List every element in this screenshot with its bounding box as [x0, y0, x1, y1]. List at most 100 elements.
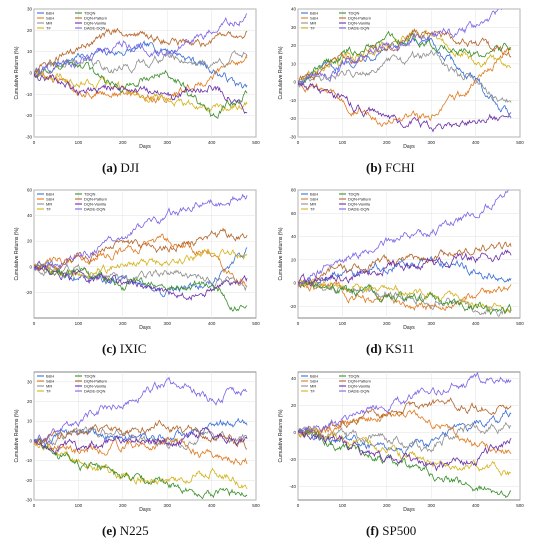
x-tick-label: 400 [208, 503, 216, 508]
legend-label: DQN-Vanilla [348, 21, 371, 26]
legend-label: TF [310, 389, 315, 394]
legend-label: DQN-Pattern [84, 16, 107, 21]
caption-letter: (c) [102, 341, 117, 356]
series-line-dqn-pattern [34, 227, 248, 273]
caption-index-name: DJI [117, 160, 140, 175]
series-line-dqn-pattern [298, 28, 512, 83]
y-tick-label: -10 [289, 98, 296, 103]
legend-label: DADE-DQN [348, 26, 369, 31]
legend-label: B&H [310, 11, 318, 16]
y-tick-label: 0 [29, 438, 32, 443]
x-tick-label: 0 [297, 321, 300, 326]
legend-label: TF [310, 26, 315, 31]
panel-caption: (d) KS11 [366, 341, 414, 357]
legend-label: DADE-DQN [348, 389, 369, 394]
legend-label: MR [310, 21, 316, 26]
legend-label: DADE-DQN [84, 389, 105, 394]
legend-label: MR [310, 202, 316, 207]
legend-label: TDQN [84, 192, 95, 197]
legend-label: S&H [310, 379, 318, 384]
series-line-mr [298, 49, 512, 103]
legend-label: B&H [310, 192, 318, 197]
x-tick-label: 200 [383, 503, 391, 508]
y-tick-label: -20 [289, 304, 296, 309]
legend-label: DADE-DQN [348, 207, 369, 212]
y-tick-label: -30 [25, 498, 32, 503]
chart-svg: 0 100 200 300 400 500 -30 -20 -10 0 10 20 30 40 Days Cu… [278, 7, 524, 151]
series-line-tdqn [34, 261, 248, 312]
y-tick-label: 20 [291, 403, 297, 408]
x-tick-label: 300 [163, 503, 171, 508]
series-line-dade-dqn [34, 376, 248, 443]
x-tick-label: 500 [516, 321, 524, 326]
series-line-dqn-vanilla [34, 427, 248, 455]
y-tick-label: 40 [291, 234, 297, 239]
y-tick-label: -10 [25, 92, 32, 97]
caption-index-name: SP500 [379, 523, 417, 538]
series-line-dqn-pattern [34, 27, 248, 74]
legend-label: TDQN [84, 11, 95, 16]
plot-area [33, 189, 257, 319]
chart-panel-fchi: 0 100 200 300 400 500 -30 -20 -10 0 10 20 30 40 Days Cu… [276, 2, 526, 152]
caption-index-name: IXIC [116, 341, 147, 356]
x-tick-label: 200 [383, 321, 391, 326]
legend-label: DQN-Pattern [84, 379, 107, 384]
y-tick-label: 30 [27, 7, 33, 12]
caption-index-name: FCHI [381, 160, 415, 175]
y-tick-label: 40 [291, 376, 297, 381]
y-tick-label: 20 [27, 399, 33, 404]
legend-label: B&H [46, 11, 54, 16]
caption-letter: (e) [102, 523, 117, 538]
series-line-tf [34, 70, 248, 113]
chart-svg: 0 100 200 300 400 500 -40 -20 0 20 40 Days Cumulativ… [278, 371, 524, 513]
legend-label: MR [46, 21, 52, 26]
caption-index-name: N225 [116, 523, 149, 538]
x-tick-label: 200 [119, 140, 127, 145]
y-tick-label: 0 [293, 281, 296, 286]
series-line-dqn-vanilla [34, 72, 248, 114]
legend-label: DADE-DQN [84, 26, 105, 31]
x-tick-label: 500 [516, 140, 524, 145]
legend-label: S&H [46, 197, 54, 202]
x-tick-label: 100 [339, 503, 347, 508]
legend-label: DADE-DQN [84, 207, 105, 212]
x-tick-label: 200 [119, 503, 127, 508]
chart-svg: 0 100 200 300 400 500 -20 0 20 40 60 80 Days Cumulati… [278, 188, 524, 332]
legend-label: B&H [310, 374, 318, 379]
panel-caption: (a) DJI [102, 160, 139, 176]
x-tick-label: 200 [383, 140, 391, 145]
x-tick-label: 300 [427, 503, 435, 508]
y-tick-label: 0 [29, 264, 32, 269]
legend-label: DQN-Vanilla [348, 202, 371, 207]
series-line-dqn-pattern [298, 397, 512, 437]
y-tick-label: 40 [291, 7, 297, 12]
x-tick-label: 500 [252, 503, 260, 508]
series-line-dqn-pattern [298, 241, 512, 288]
y-tick-label: 10 [27, 49, 33, 54]
legend-label: DQN-Pattern [84, 197, 107, 202]
y-tick-label: -20 [289, 116, 296, 121]
x-tick-label: 400 [472, 140, 480, 145]
chart-svg: 0 100 200 300 400 500 -30 -20 -10 0 10 20 30 Days Cumu… [14, 371, 260, 513]
x-tick-label: 500 [252, 140, 260, 145]
y-tick-label: 10 [291, 61, 297, 66]
x-tick-label: 400 [208, 321, 216, 326]
x-axis-label: Days [403, 507, 415, 513]
series-line-s-h [298, 409, 512, 455]
x-tick-label: 300 [427, 321, 435, 326]
legend-label: MR [46, 384, 52, 389]
series-line-dqn-vanilla [298, 249, 512, 287]
y-axis-label: Cumulative Returns (%) [14, 227, 20, 280]
legend-label: B&H [46, 192, 54, 197]
x-axis-label: Days [139, 507, 151, 513]
x-tick-label: 0 [33, 321, 36, 326]
chart-svg: 0 100 200 300 400 500 -30 -20 -10 0 10 20 30 Days Cumu… [14, 7, 260, 151]
series-line-dade-dqn [34, 13, 248, 76]
y-tick-label: -30 [289, 135, 296, 140]
series-line-dade-dqn [298, 372, 512, 435]
caption-letter: (a) [102, 160, 118, 175]
y-tick-label: 20 [291, 257, 297, 262]
chart-panel-sp500: 0 100 200 300 400 500 -40 -20 0 20 40 Days Cumulativ… [276, 365, 526, 515]
x-tick-label: 0 [297, 140, 300, 145]
y-tick-label: 0 [293, 80, 296, 85]
